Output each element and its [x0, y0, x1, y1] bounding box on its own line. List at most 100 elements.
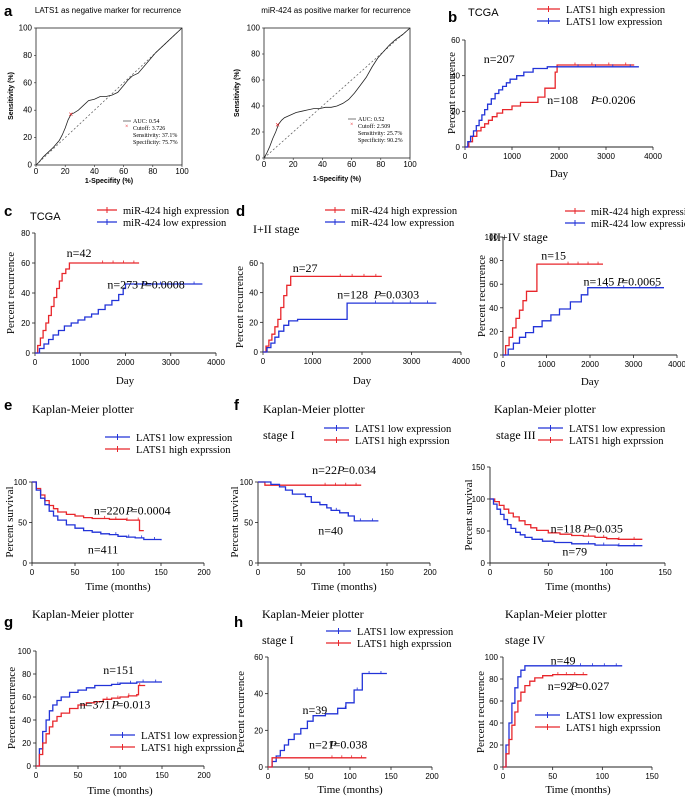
y-tick-label: 60	[451, 36, 460, 45]
y-tick-label: 0	[256, 154, 261, 163]
chart-subtitle: stage I	[262, 633, 294, 647]
x-tick-label: 2000	[550, 152, 568, 161]
y-tick-label: 0	[481, 559, 486, 568]
x-tick-label: 150	[154, 568, 168, 577]
x-tick-label: 1000	[71, 358, 89, 367]
x-tick-label: 2000	[581, 360, 599, 369]
x-tick-label: 150	[384, 772, 398, 781]
x-tick-label: 3000	[403, 357, 421, 366]
x-tick-label: 0	[261, 357, 266, 366]
roc-stat: AUC: 0.54	[133, 119, 159, 125]
x-axis-label: 1-Specifity (%)	[85, 178, 133, 185]
y-tick-label: 50	[476, 527, 485, 536]
annotation-text: P	[590, 93, 599, 107]
y-tick-label: 80	[489, 257, 498, 266]
reference-diagonal	[35, 27, 183, 166]
chart-subtitle: stage IV	[505, 633, 546, 647]
chart-title: Kaplan-Meier plotter	[32, 607, 134, 621]
y-tick-label: 20	[451, 107, 460, 116]
y-tick-label: 0	[494, 351, 499, 360]
x-tick-label: 150	[380, 568, 394, 577]
annotation-text: =0.038	[334, 738, 368, 752]
x-tick-label: 4000	[452, 357, 470, 366]
annotation-text: P	[582, 521, 591, 535]
x-tick-label: 200	[423, 568, 437, 577]
x-tick-label: 50	[74, 771, 83, 780]
x-tick-label: 0	[30, 568, 35, 577]
y-axis-label: Percent recurrence	[6, 667, 18, 749]
x-tick-label: 60	[119, 167, 128, 176]
panel-label: a	[4, 3, 13, 20]
series-line-blue	[268, 672, 387, 768]
annotation-text: n=92	[548, 679, 573, 693]
annotation-text: P	[329, 738, 338, 752]
series-line-blue	[258, 481, 379, 522]
x-tick-label: 100	[337, 568, 351, 577]
x-tick-label: 100	[111, 568, 125, 577]
plot-frame	[263, 27, 411, 159]
legend-label: LATS1 low expression	[566, 17, 663, 28]
legend-label: miR-424 high expression	[591, 207, 685, 218]
y-tick-label: 0	[27, 762, 32, 771]
y-tick-label: 40	[489, 304, 498, 313]
y-tick-label: 100	[240, 478, 254, 487]
y-tick-label: 60	[254, 653, 263, 662]
x-axis-label: Day	[353, 375, 372, 387]
x-axis-label: 1-Specifity (%)	[313, 176, 361, 183]
x-tick-label: 100	[403, 160, 417, 169]
chart-title: Kaplan-Meier plotter	[505, 607, 607, 621]
y-axis-label: Percent recurrence	[235, 671, 247, 753]
y-tick-label: 60	[251, 76, 260, 85]
y-tick-label: 40	[489, 719, 498, 728]
x-tick-label: 100	[596, 772, 610, 781]
annotation-text: P	[616, 274, 625, 288]
x-tick-label: 3000	[597, 152, 615, 161]
x-tick-label: 0	[256, 568, 261, 577]
y-tick-label: 100	[485, 653, 499, 662]
x-tick-label: 4000	[644, 152, 662, 161]
roc-stat: Sensitivity: 25.7%	[358, 131, 402, 137]
y-axis-label: Percent recurrence	[5, 252, 17, 334]
annotation-text: n=128	[337, 288, 368, 302]
annotation-text: =0.027	[576, 679, 610, 693]
annotation-text: n=108	[547, 93, 578, 107]
y-tick-label: 80	[21, 229, 30, 238]
x-axis-label: Time (months)	[545, 581, 611, 593]
x-tick-label: 3000	[162, 358, 180, 367]
series-line-red	[32, 481, 144, 532]
x-tick-label: 0	[34, 771, 39, 780]
chart-title: TCGA	[30, 211, 61, 223]
series-line-red	[503, 263, 603, 356]
roc-stat: AUC: 0.52	[358, 117, 384, 123]
series-line-red	[36, 684, 146, 767]
x-tick-label: 50	[297, 568, 306, 577]
annotation-text: P	[125, 503, 134, 517]
x-tick-label: 0	[262, 160, 267, 169]
chart-title: LATS1 as negative marker for recurrence	[35, 6, 182, 15]
annotation-text: n=49	[551, 654, 576, 668]
series-line-red	[465, 64, 635, 148]
chart-title: Kaplan-Meier plotter	[494, 402, 596, 416]
legend-label: LATS1 high exprssion	[569, 436, 664, 447]
x-axis-label: Day	[581, 376, 600, 388]
x-tick-label: 100	[343, 772, 357, 781]
legend-label: LATS1 low expression	[141, 731, 238, 742]
y-tick-label: 20	[489, 741, 498, 750]
y-tick-label: 100	[485, 233, 499, 242]
annotation-text: n=411	[88, 542, 118, 556]
annotation-text: P	[139, 278, 148, 292]
annotation-text: =0.013	[117, 698, 151, 712]
legend-label: LATS1 high exprssion	[566, 723, 661, 734]
cutoff-marker: ×	[275, 121, 280, 130]
panel-label: g	[4, 614, 13, 631]
legend-label: miR-424 low expression	[591, 219, 685, 230]
y-tick-label: 40	[451, 72, 460, 81]
roc-curve	[263, 27, 411, 159]
annotation-text: =0.035	[589, 521, 623, 535]
annotation-text: n=40	[318, 524, 343, 538]
y-tick-label: 0	[254, 348, 259, 357]
y-tick-label: 20	[21, 319, 30, 328]
annotation-text: =0.0206	[596, 93, 636, 107]
x-axis-label: Day	[550, 168, 569, 180]
y-tick-label: 20	[22, 739, 31, 748]
